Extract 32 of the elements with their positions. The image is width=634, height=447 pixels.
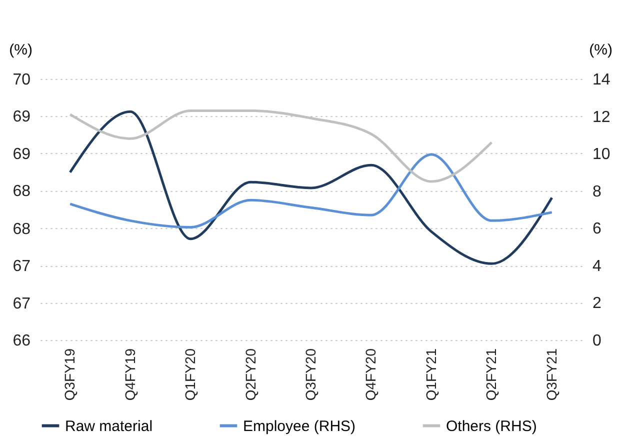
y2-tick-label: 0 <box>592 332 602 350</box>
y-tick-label: 67 <box>12 258 31 276</box>
line-series <box>68 153 554 228</box>
y-tick-label: 67 <box>12 295 31 312</box>
x-tick-label: Q2FY20 <box>242 348 258 401</box>
x-tick-label: Q4FY19 <box>122 348 138 401</box>
y-tick-label: 69 <box>12 108 31 126</box>
line-series <box>68 110 554 265</box>
legend-label: Employee (RHS) <box>243 418 356 435</box>
x-tick-label: Q1FY21 <box>422 348 439 401</box>
y-tick-label: 70 <box>12 72 31 88</box>
y2-tick-label: 14 <box>592 72 610 88</box>
y2-tick-label: 10 <box>592 146 610 164</box>
legend-label: Others (RHS) <box>446 418 537 435</box>
x-tick-label: Q2FY21 <box>483 348 500 401</box>
y2-tick-label: 8 <box>592 183 602 200</box>
y-axis-title: (%) <box>9 42 33 58</box>
x-tick-label: Q1FY20 <box>182 348 198 401</box>
y2-tick-label: 2 <box>592 295 602 312</box>
y2-axis-title: (%) <box>589 42 613 58</box>
x-tick-label: Q3FY21 <box>543 348 560 401</box>
y2-tick-label: 12 <box>592 108 610 126</box>
y-tick-label: 66 <box>12 332 31 350</box>
y2-tick-label: 4 <box>592 258 602 275</box>
y-tick-label: 68 <box>12 220 31 238</box>
y-tick-label: 68 <box>12 183 31 200</box>
y2-tick-label: 6 <box>592 220 602 238</box>
legend-label: Raw material <box>65 418 153 435</box>
y-tick-label: 69 <box>12 146 31 163</box>
x-tick-label: Q4FY20 <box>362 348 379 401</box>
x-tick-label: Q3FY20 <box>302 348 318 401</box>
x-tick-label: Q3FY19 <box>62 348 78 401</box>
